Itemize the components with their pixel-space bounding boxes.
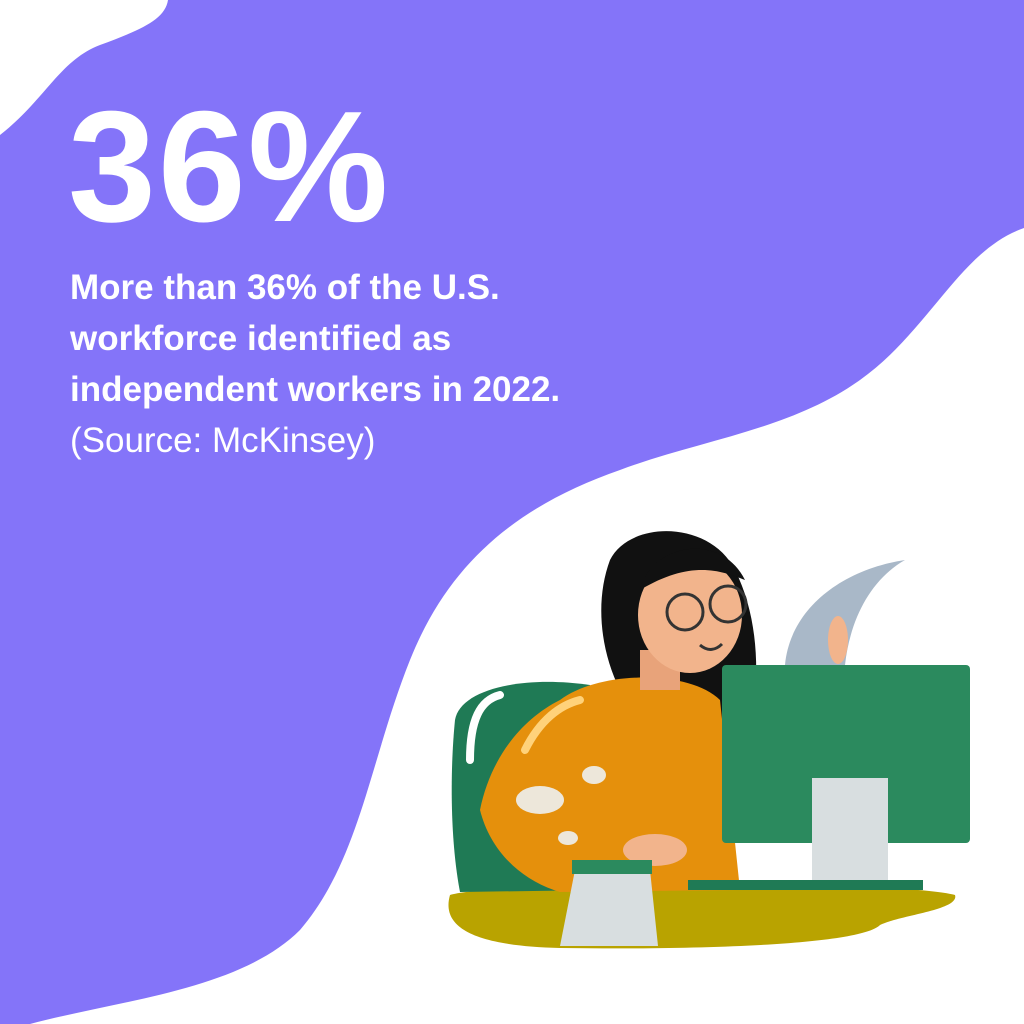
bangs [640,548,745,590]
calendar-top [572,860,652,874]
glasses-left [665,592,705,632]
source-citation: (Source: McKinsey) [70,421,376,460]
description-line: workforce identified as [70,319,452,358]
smile [699,642,724,651]
desk-calendar [560,870,658,946]
description-line: independent workers in 2022. [70,370,561,409]
hand [623,834,687,866]
chair-highlight [466,691,504,764]
description: More than 36% of the U.S. workforce iden… [70,262,560,466]
cloud [516,786,564,814]
keyboard [688,880,923,890]
cloud [558,831,578,845]
cloud [582,766,606,784]
monitor-stand [812,778,888,880]
sweater-highlight [521,696,584,754]
monitor [722,665,970,843]
top-left-white-blob [0,0,168,135]
hand-raised [828,616,848,664]
paper [785,560,905,665]
description-line: More than 36% of the U.S. [70,268,500,307]
headline-stat: 36% [68,79,391,255]
face [638,557,742,673]
glasses-right [708,584,748,624]
desk [448,883,956,949]
